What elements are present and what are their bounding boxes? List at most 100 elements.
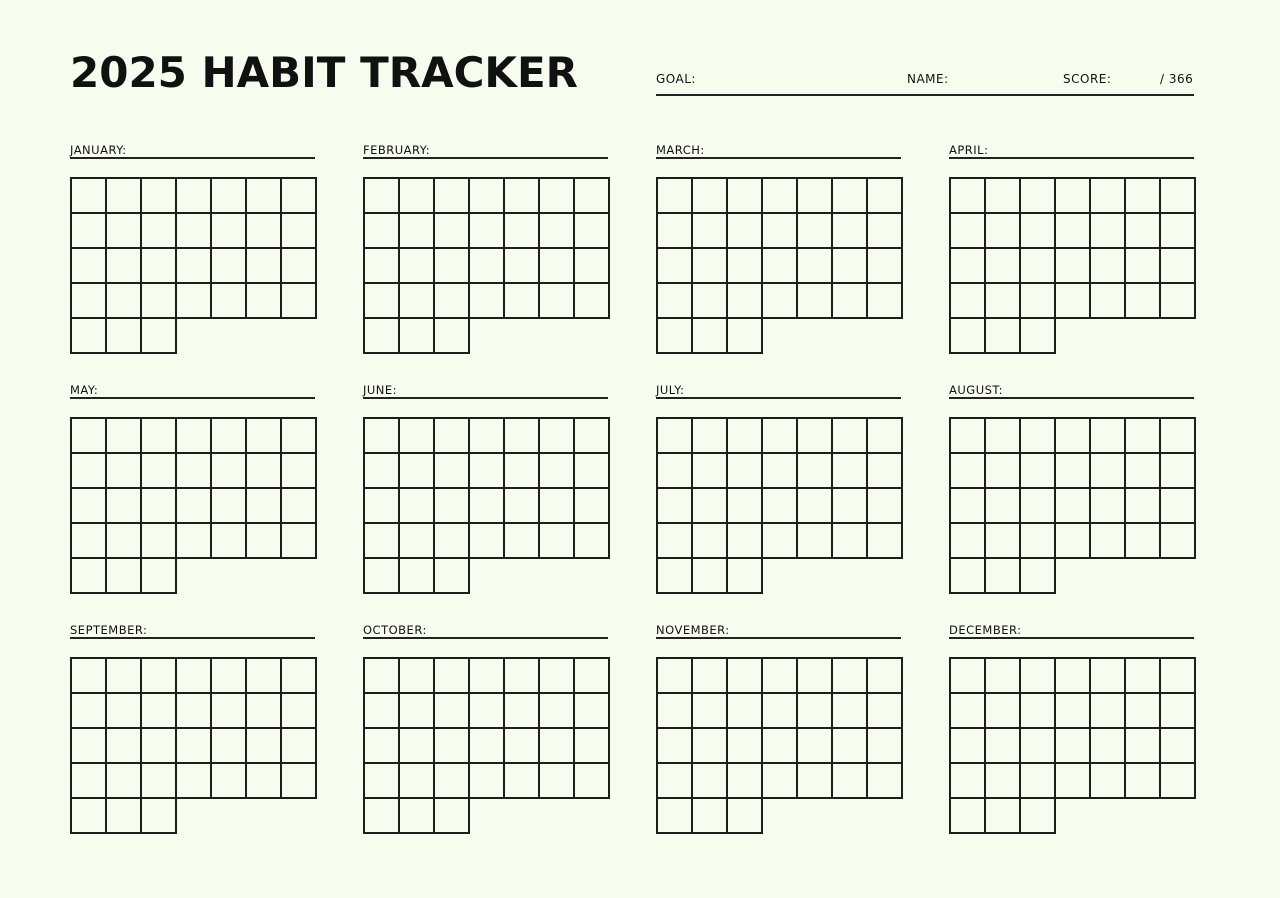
day-box[interactable] xyxy=(949,522,986,559)
day-box[interactable] xyxy=(468,762,505,799)
day-box[interactable] xyxy=(70,487,107,524)
day-box[interactable] xyxy=(105,657,142,694)
day-box[interactable] xyxy=(363,657,400,694)
day-box[interactable] xyxy=(1054,692,1091,729)
day-box[interactable] xyxy=(363,727,400,764)
day-box[interactable] xyxy=(280,487,317,524)
day-box[interactable] xyxy=(1019,487,1056,524)
day-box[interactable] xyxy=(538,522,575,559)
day-box[interactable] xyxy=(761,657,798,694)
day-box[interactable] xyxy=(984,317,1021,354)
day-box[interactable] xyxy=(1089,212,1126,249)
day-box[interactable] xyxy=(468,452,505,489)
day-box[interactable] xyxy=(796,522,833,559)
day-box[interactable] xyxy=(691,487,728,524)
day-box[interactable] xyxy=(538,657,575,694)
day-box[interactable] xyxy=(538,247,575,284)
day-box[interactable] xyxy=(468,212,505,249)
day-box[interactable] xyxy=(796,177,833,214)
day-box[interactable] xyxy=(949,797,986,834)
day-box[interactable] xyxy=(1124,487,1161,524)
day-box[interactable] xyxy=(398,282,435,319)
day-box[interactable] xyxy=(175,522,212,559)
day-box[interactable] xyxy=(245,727,282,764)
day-box[interactable] xyxy=(433,487,470,524)
day-box[interactable] xyxy=(984,282,1021,319)
day-box[interactable] xyxy=(1159,522,1196,559)
day-box[interactable] xyxy=(656,177,693,214)
day-box[interactable] xyxy=(831,692,868,729)
day-box[interactable] xyxy=(468,417,505,454)
day-box[interactable] xyxy=(691,797,728,834)
day-box[interactable] xyxy=(949,762,986,799)
day-box[interactable] xyxy=(866,692,903,729)
day-box[interactable] xyxy=(573,452,610,489)
day-box[interactable] xyxy=(1054,762,1091,799)
day-box[interactable] xyxy=(656,797,693,834)
day-box[interactable] xyxy=(398,417,435,454)
day-box[interactable] xyxy=(245,522,282,559)
day-box[interactable] xyxy=(280,282,317,319)
day-box[interactable] xyxy=(70,247,107,284)
day-box[interactable] xyxy=(140,692,177,729)
day-box[interactable] xyxy=(1019,762,1056,799)
day-box[interactable] xyxy=(363,557,400,594)
day-box[interactable] xyxy=(210,212,247,249)
day-box[interactable] xyxy=(503,727,540,764)
day-box[interactable] xyxy=(796,212,833,249)
day-box[interactable] xyxy=(1054,452,1091,489)
day-box[interactable] xyxy=(1089,487,1126,524)
day-box[interactable] xyxy=(70,727,107,764)
day-box[interactable] xyxy=(761,727,798,764)
day-box[interactable] xyxy=(433,522,470,559)
day-box[interactable] xyxy=(796,657,833,694)
day-box[interactable] xyxy=(70,212,107,249)
day-box[interactable] xyxy=(363,452,400,489)
day-box[interactable] xyxy=(761,212,798,249)
day-box[interactable] xyxy=(538,282,575,319)
day-box[interactable] xyxy=(245,282,282,319)
day-box[interactable] xyxy=(656,282,693,319)
day-box[interactable] xyxy=(1124,762,1161,799)
day-box[interactable] xyxy=(949,417,986,454)
day-box[interactable] xyxy=(245,177,282,214)
day-box[interactable] xyxy=(1019,727,1056,764)
day-box[interactable] xyxy=(573,727,610,764)
day-box[interactable] xyxy=(1019,692,1056,729)
day-box[interactable] xyxy=(1124,692,1161,729)
day-box[interactable] xyxy=(363,797,400,834)
day-box[interactable] xyxy=(105,762,142,799)
day-box[interactable] xyxy=(398,177,435,214)
day-box[interactable] xyxy=(573,177,610,214)
day-box[interactable] xyxy=(1054,247,1091,284)
day-box[interactable] xyxy=(398,657,435,694)
day-box[interactable] xyxy=(1054,487,1091,524)
day-box[interactable] xyxy=(398,797,435,834)
day-box[interactable] xyxy=(70,657,107,694)
day-box[interactable] xyxy=(656,762,693,799)
day-box[interactable] xyxy=(573,487,610,524)
day-box[interactable] xyxy=(949,557,986,594)
day-box[interactable] xyxy=(656,522,693,559)
day-box[interactable] xyxy=(245,657,282,694)
day-box[interactable] xyxy=(503,452,540,489)
day-box[interactable] xyxy=(398,317,435,354)
day-box[interactable] xyxy=(105,487,142,524)
day-box[interactable] xyxy=(949,177,986,214)
day-box[interactable] xyxy=(468,657,505,694)
day-box[interactable] xyxy=(984,452,1021,489)
day-box[interactable] xyxy=(866,247,903,284)
day-box[interactable] xyxy=(726,212,763,249)
day-box[interactable] xyxy=(796,282,833,319)
day-box[interactable] xyxy=(280,727,317,764)
day-box[interactable] xyxy=(398,692,435,729)
day-box[interactable] xyxy=(433,282,470,319)
day-box[interactable] xyxy=(468,522,505,559)
day-box[interactable] xyxy=(398,727,435,764)
day-box[interactable] xyxy=(726,417,763,454)
day-box[interactable] xyxy=(70,557,107,594)
day-box[interactable] xyxy=(70,417,107,454)
day-box[interactable] xyxy=(656,452,693,489)
day-box[interactable] xyxy=(1019,282,1056,319)
day-box[interactable] xyxy=(691,417,728,454)
